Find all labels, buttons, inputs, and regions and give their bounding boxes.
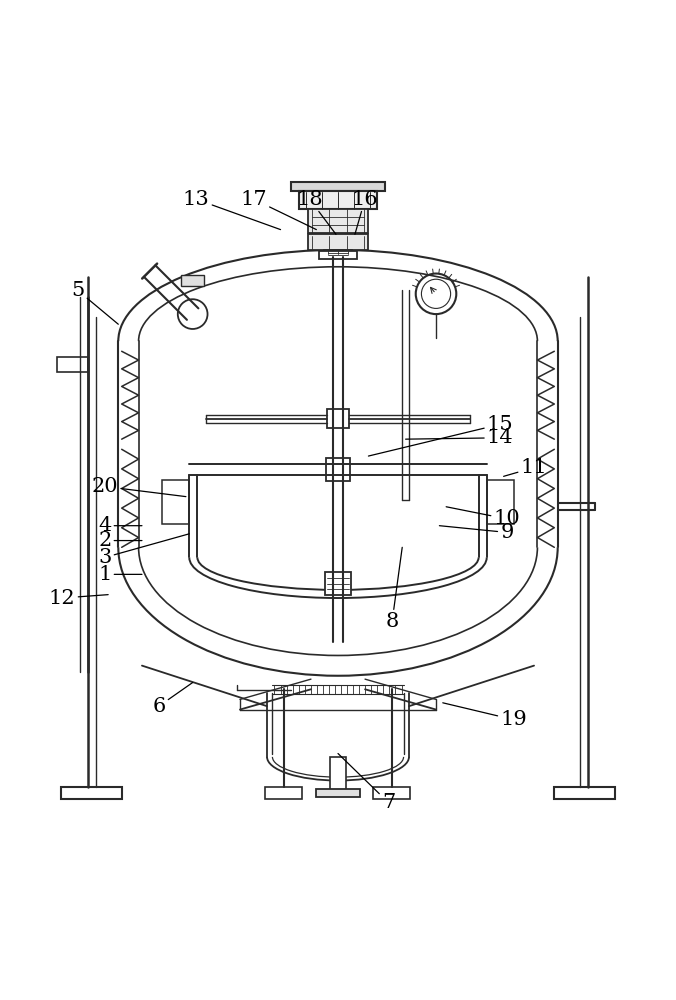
Text: 18: 18: [296, 190, 336, 234]
Text: 6: 6: [152, 683, 193, 716]
Text: 9: 9: [439, 523, 514, 542]
Bar: [57, 357, 88, 372]
Bar: [291, 182, 385, 191]
Bar: [316, 789, 360, 797]
Text: 8: 8: [385, 547, 402, 631]
Bar: [325, 572, 351, 595]
Bar: [327, 458, 350, 481]
Text: 16: 16: [352, 190, 379, 234]
Text: 15: 15: [368, 415, 514, 456]
Bar: [324, 250, 352, 255]
Text: 13: 13: [183, 190, 281, 230]
Bar: [162, 480, 189, 524]
Text: 4: 4: [98, 516, 142, 535]
Text: 20: 20: [91, 477, 186, 497]
Bar: [554, 787, 615, 799]
Text: 5: 5: [71, 281, 118, 324]
Bar: [308, 234, 368, 250]
Bar: [327, 409, 349, 428]
Bar: [299, 191, 377, 209]
Text: 14: 14: [406, 428, 514, 447]
Bar: [373, 787, 410, 799]
Bar: [181, 275, 204, 286]
Text: 12: 12: [49, 589, 108, 608]
Bar: [319, 251, 357, 259]
Text: 10: 10: [446, 507, 521, 528]
Text: 19: 19: [443, 703, 527, 729]
Text: 3: 3: [98, 534, 189, 567]
Bar: [265, 787, 302, 799]
Text: 7: 7: [338, 754, 395, 812]
Text: 17: 17: [240, 190, 316, 230]
Text: 1: 1: [98, 565, 142, 584]
Bar: [308, 209, 368, 233]
Bar: [330, 757, 346, 794]
Text: 11: 11: [504, 458, 548, 477]
Bar: [61, 787, 122, 799]
Text: 2: 2: [98, 531, 142, 550]
Bar: [487, 480, 514, 524]
